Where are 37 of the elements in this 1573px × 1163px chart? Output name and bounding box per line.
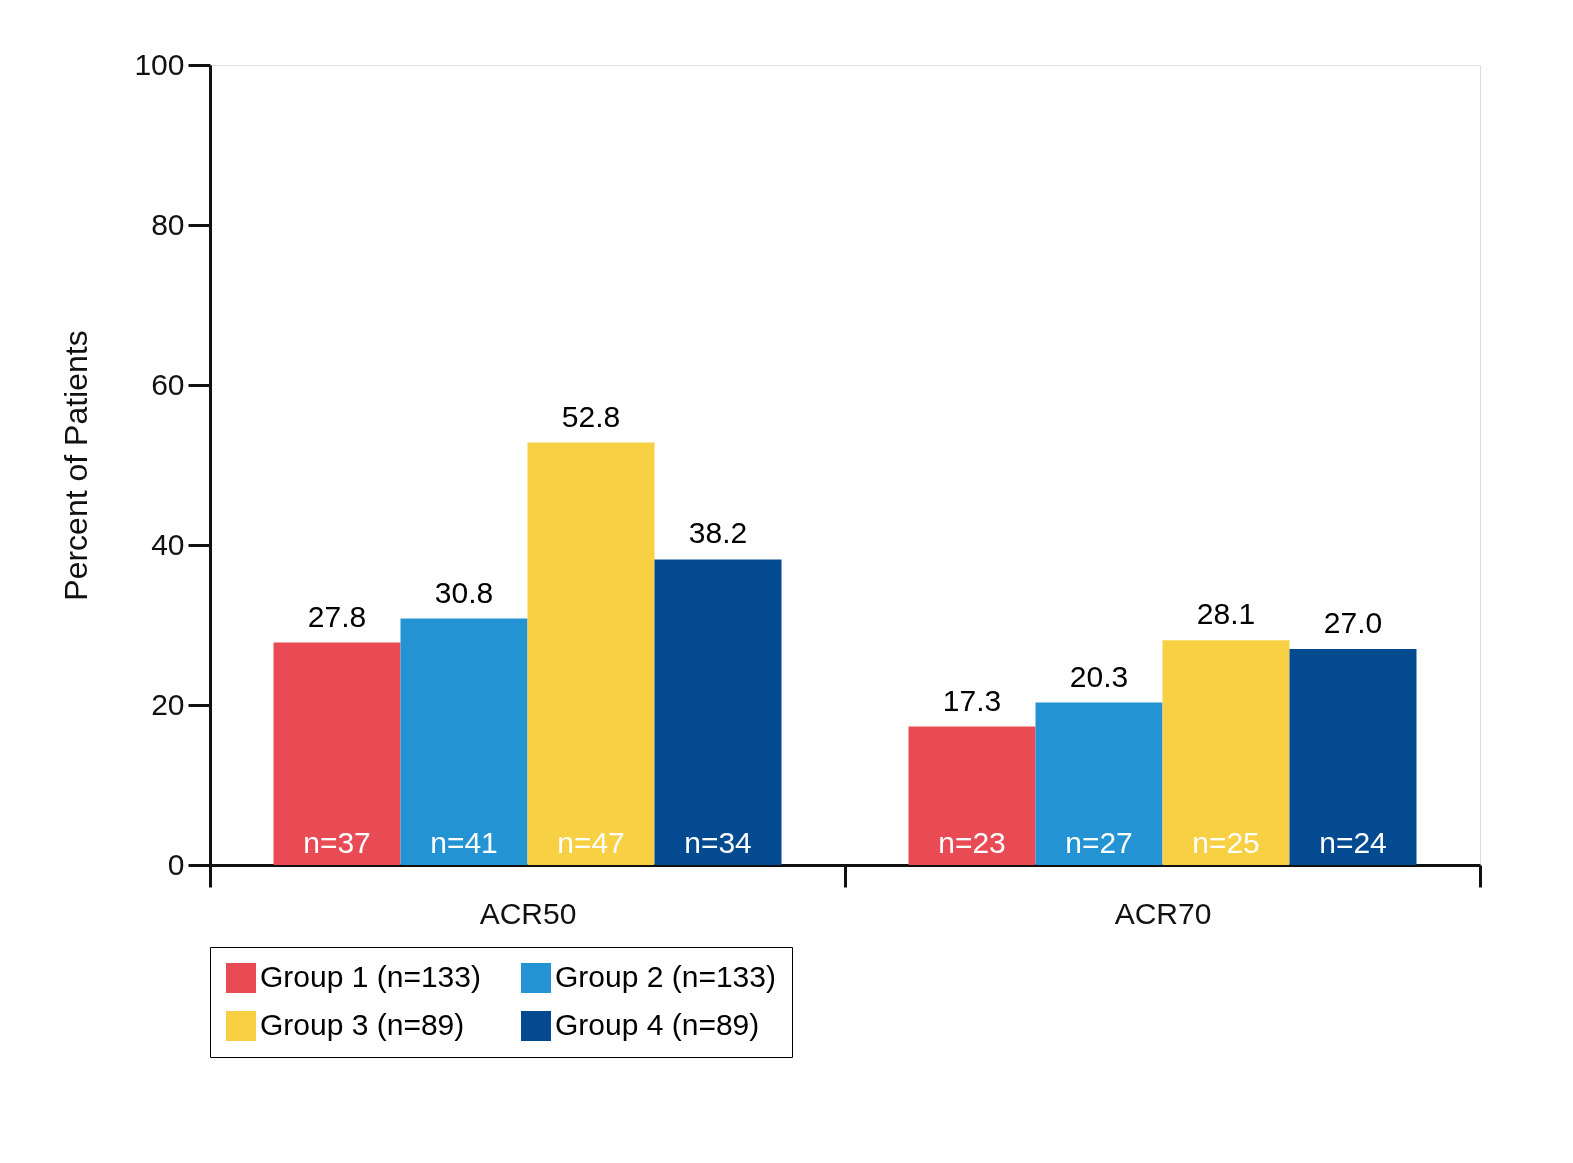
annotation: n=37 xyxy=(303,826,371,859)
annotation: n=34 xyxy=(684,826,752,859)
data-label: 28.1 xyxy=(1196,597,1256,631)
annotation: n=24 xyxy=(1319,826,1387,859)
data-label: 27.8 xyxy=(307,599,367,633)
y-tick-label: 100 xyxy=(134,47,185,81)
bar xyxy=(654,559,782,865)
bar xyxy=(1035,702,1163,865)
y-tick-label: 80 xyxy=(151,207,185,241)
y-axis-title: Percent of Patients xyxy=(58,330,95,601)
data-label: 30.8 xyxy=(434,575,494,609)
annotation: n=25 xyxy=(1192,826,1260,859)
bar xyxy=(273,642,401,865)
bar xyxy=(527,442,655,865)
y-tick-label: 40 xyxy=(151,527,185,561)
y-tick-label: 60 xyxy=(151,367,185,401)
y-tick-label: 0 xyxy=(167,847,185,881)
bar xyxy=(1162,640,1290,865)
legend-label: Group 4 (n=89) xyxy=(555,1008,760,1041)
legend-label: Group 3 (n=89) xyxy=(260,1008,465,1041)
bar xyxy=(400,618,528,865)
legend-label: Group 2 (n=133) xyxy=(555,960,776,993)
data-label: 38.2 xyxy=(688,516,748,550)
annotation: n=41 xyxy=(430,826,498,859)
annotation: n=27 xyxy=(1065,826,1133,859)
x-tick-label: ACR70 xyxy=(1114,896,1212,930)
legend-label: Group 1 (n=133) xyxy=(260,960,481,993)
x-tick-label: ACR50 xyxy=(479,896,577,930)
data-label: 27.0 xyxy=(1323,606,1383,639)
data-label: 20.3 xyxy=(1069,659,1129,693)
data-label: 17.3 xyxy=(942,683,1002,717)
y-tick-label: 20 xyxy=(151,687,185,721)
data-label: 52.8 xyxy=(561,399,621,433)
annotation: n=23 xyxy=(938,826,1006,859)
annotation: n=47 xyxy=(557,826,625,859)
bar xyxy=(908,726,1036,865)
bar xyxy=(1289,649,1417,865)
